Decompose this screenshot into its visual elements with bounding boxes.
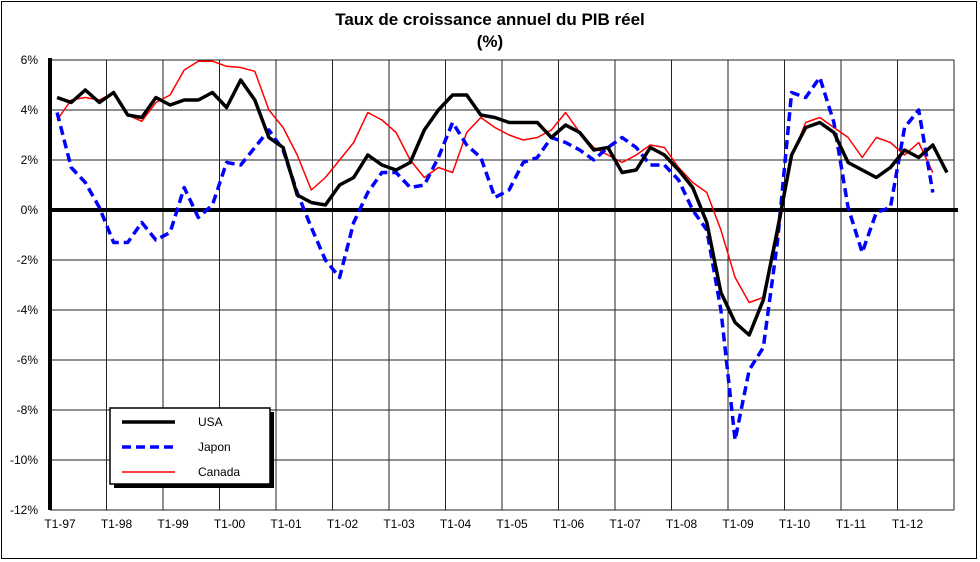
x-tick-label: T1-11 [836, 517, 867, 531]
series-line-usa [56, 78, 949, 337]
gridlines [48, 58, 958, 511]
x-tick-label: T1-97 [44, 517, 76, 531]
x-tick-label: T1-04 [440, 517, 472, 531]
y-tick-label: -8% [17, 403, 39, 417]
y-tick-label: 6% [21, 53, 39, 67]
legend-label-japon: Japon [198, 440, 231, 454]
x-tick-label: T1-10 [779, 517, 811, 531]
legend-label-canada: Canada [198, 465, 240, 479]
x-tick-label: T1-98 [101, 517, 133, 531]
x-tick-label: T1-12 [892, 517, 924, 531]
series-lines [55, 60, 949, 442]
x-tick-label: T1-00 [214, 517, 246, 531]
x-tick-label: T1-09 [722, 517, 754, 531]
x-tick-label: T1-05 [496, 517, 528, 531]
y-tick-label: -10% [10, 453, 38, 467]
x-tick-label: T1-08 [666, 517, 698, 531]
y-tick-label: -4% [17, 303, 39, 317]
x-tick-label: T1-99 [157, 517, 189, 531]
series-line-canada [56, 60, 934, 304]
y-tick-label: 4% [21, 103, 39, 117]
x-tick-label: T1-02 [327, 517, 359, 531]
y-tick-label: -12% [10, 503, 38, 517]
y-tick-label: -6% [17, 353, 39, 367]
chart-subtitle: (%) [477, 32, 503, 51]
x-axis-ticks: T1-97 T1-98 T1-99 T1-00 T1-01 T1-02 T1-03 T1-04… [44, 517, 923, 531]
y-axis-ticks: 6% 4% 2% 0% -2% -4% -6% -8% -10% -12% [10, 53, 38, 517]
y-tick-label: 2% [21, 153, 39, 167]
x-tick-label: T1-01 [270, 517, 302, 531]
series-line-japon [55, 75, 935, 442]
x-tick-label: T1-07 [609, 517, 641, 531]
x-tick-label: T1-06 [553, 517, 585, 531]
legend-label-usa: USA [198, 415, 223, 429]
y-tick-label: 0% [21, 203, 39, 217]
y-tick-label: -2% [17, 253, 39, 267]
x-tick-label: T1-03 [383, 517, 415, 531]
chart-title: Taux de croissance annuel du PIB réel [335, 10, 645, 29]
legend: USA Japon Canada [109, 407, 274, 488]
